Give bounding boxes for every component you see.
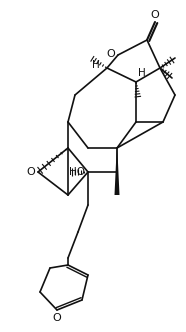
Text: H: H [138, 68, 146, 78]
Text: HO: HO [69, 167, 85, 177]
Polygon shape [115, 148, 119, 195]
Text: O: O [106, 49, 115, 59]
Text: H: H [92, 60, 100, 70]
Text: O: O [53, 313, 61, 323]
Text: O: O [151, 10, 159, 20]
Text: O: O [26, 167, 35, 177]
